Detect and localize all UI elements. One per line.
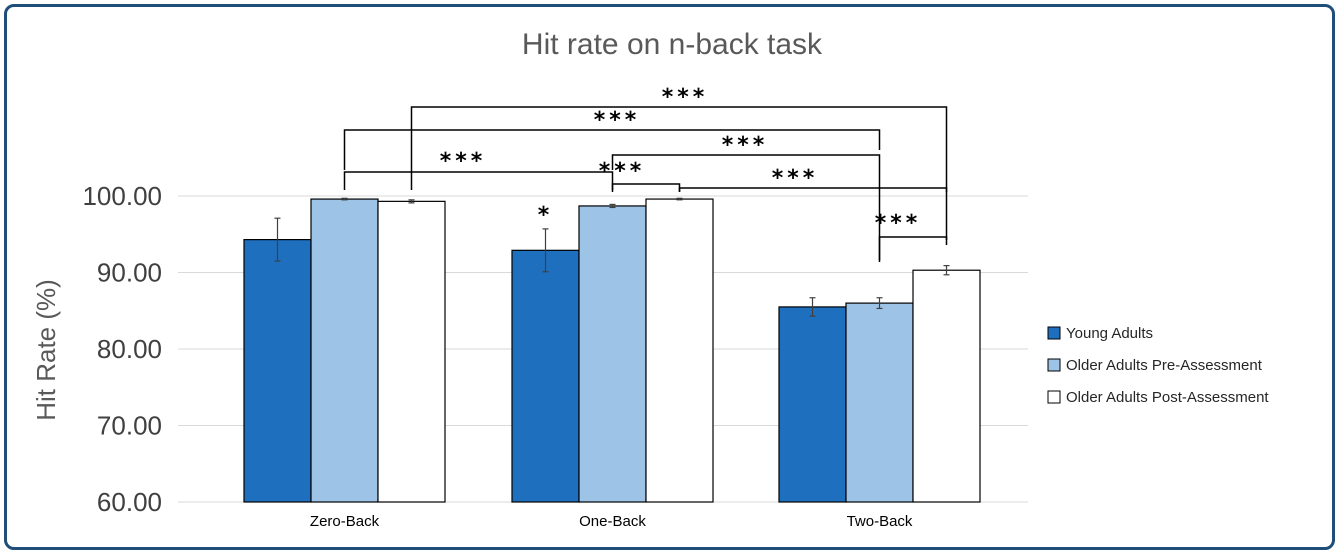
legend-swatch (1047, 326, 1061, 340)
x-axis-ticks: Zero-Back One-Back Two-Back (310, 513, 913, 530)
legend-swatch (1047, 358, 1061, 372)
significance-label: *** (594, 108, 641, 133)
y-axis-ticks: 60.00 70.00 80.00 90.00 100.00 (82, 181, 162, 517)
y-tick-label: 60.00 (97, 487, 162, 517)
legend-label: Older Adults Post-Assessment (1066, 389, 1269, 406)
x-tick-label: Zero-Back (310, 513, 380, 530)
bar (578, 205, 647, 503)
x-tick-label: Two-Back (847, 513, 913, 530)
bar (310, 198, 379, 503)
legend-label: Young Adults (1066, 325, 1153, 342)
y-tick-label: 90.00 (97, 258, 162, 288)
bar (645, 198, 714, 503)
bars (243, 197, 981, 503)
bar (377, 200, 446, 503)
y-axis-label: Hit Rate (%) (31, 279, 61, 421)
legend-label: Older Adults Pre-Assessment (1066, 357, 1263, 374)
legend-swatch (1047, 390, 1061, 404)
bar (912, 269, 981, 503)
y-tick-label: 80.00 (97, 334, 162, 364)
significance-label: *** (772, 166, 819, 191)
significance-label: *** (599, 159, 646, 184)
x-tick-label: One-Back (579, 513, 646, 530)
significance-label: *** (440, 149, 487, 174)
significance-brackets: *************** ******* (343, 85, 948, 262)
chart-title: Hit rate on n-back task (522, 28, 823, 61)
bar (511, 249, 580, 503)
y-tick-label: 70.00 (97, 411, 162, 441)
significance-bracket (410, 106, 948, 240)
legend: Young Adults Older Adults Pre-Assessment O… (1047, 325, 1269, 406)
y-tick-label: 100.00 (82, 181, 162, 211)
significance-label: *** (662, 85, 709, 110)
significance-bracket (343, 129, 881, 170)
bar (243, 239, 312, 503)
significance-label: *** (722, 133, 769, 158)
significance-bracket (878, 236, 948, 260)
bar (845, 302, 914, 503)
significance-bracket (678, 187, 948, 192)
bar (778, 306, 847, 503)
significance-bracket (343, 171, 614, 190)
significance-label: *** (875, 211, 922, 236)
significance-label: * (538, 203, 554, 228)
significance-bracket (611, 154, 881, 262)
significance-bracket (611, 183, 681, 192)
